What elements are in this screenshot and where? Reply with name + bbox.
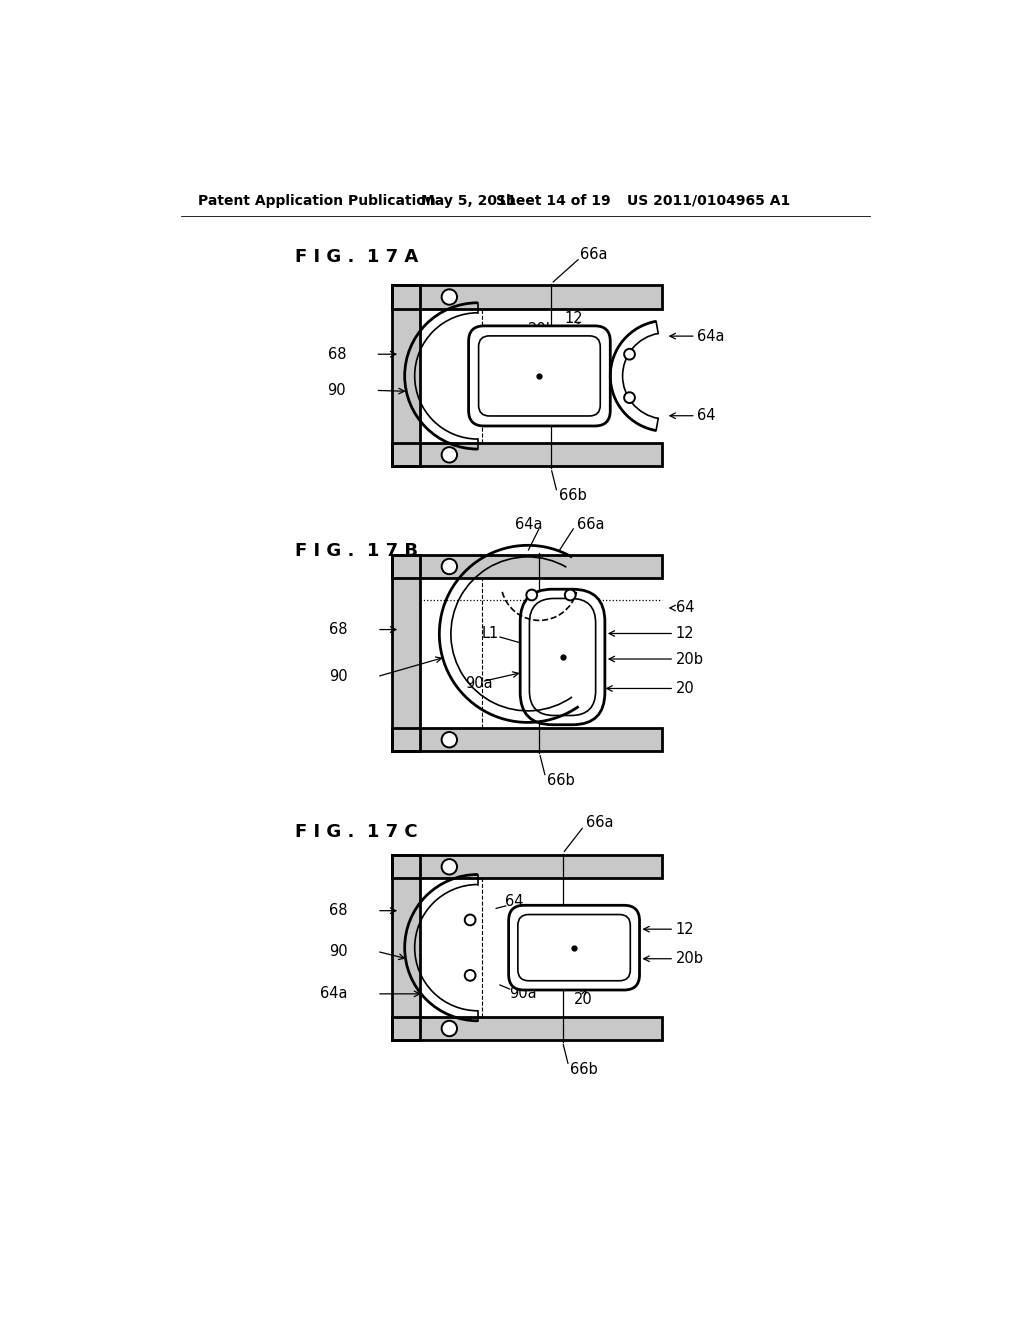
Circle shape bbox=[441, 447, 457, 462]
Bar bbox=[392, 554, 420, 751]
Circle shape bbox=[465, 970, 475, 981]
Text: 64: 64 bbox=[676, 601, 694, 615]
Text: 90: 90 bbox=[328, 383, 346, 397]
Bar bbox=[420, 578, 662, 729]
Circle shape bbox=[625, 392, 635, 403]
Circle shape bbox=[565, 590, 575, 601]
Bar bbox=[392, 554, 662, 578]
Text: 66b: 66b bbox=[570, 1061, 598, 1077]
Text: 20b: 20b bbox=[676, 652, 703, 667]
Text: L1: L1 bbox=[481, 627, 499, 642]
Text: 66a: 66a bbox=[581, 247, 607, 263]
Circle shape bbox=[441, 859, 457, 875]
Text: F I G .  1 7 A: F I G . 1 7 A bbox=[295, 248, 418, 265]
Bar bbox=[392, 729, 662, 751]
Text: 12: 12 bbox=[676, 626, 694, 642]
Text: 66a: 66a bbox=[586, 816, 613, 830]
Bar bbox=[392, 1016, 662, 1040]
Text: 20: 20 bbox=[472, 338, 492, 352]
Bar bbox=[392, 855, 662, 878]
Text: 20b: 20b bbox=[676, 952, 703, 966]
Text: 12: 12 bbox=[565, 310, 584, 326]
Text: 68: 68 bbox=[329, 903, 348, 919]
Circle shape bbox=[441, 1020, 457, 1036]
Text: F I G .  1 7 C: F I G . 1 7 C bbox=[295, 824, 417, 841]
FancyBboxPatch shape bbox=[509, 906, 640, 990]
Circle shape bbox=[441, 558, 457, 574]
Bar bbox=[420, 878, 662, 1016]
Bar bbox=[392, 729, 662, 751]
FancyBboxPatch shape bbox=[520, 589, 605, 725]
Text: Patent Application Publication: Patent Application Publication bbox=[199, 194, 436, 207]
Text: 20b: 20b bbox=[528, 322, 556, 337]
Bar bbox=[392, 1016, 662, 1040]
Text: 90a: 90a bbox=[481, 411, 509, 426]
Bar bbox=[392, 285, 420, 466]
Text: 64: 64 bbox=[505, 894, 523, 909]
FancyBboxPatch shape bbox=[469, 326, 610, 426]
Text: 90: 90 bbox=[329, 944, 348, 958]
Bar bbox=[392, 855, 420, 1040]
Text: 90a: 90a bbox=[465, 676, 493, 692]
Text: L1: L1 bbox=[557, 388, 574, 403]
Text: L1: L1 bbox=[586, 906, 603, 920]
Text: 20: 20 bbox=[676, 681, 694, 696]
Circle shape bbox=[625, 348, 635, 359]
Text: 20: 20 bbox=[574, 991, 593, 1007]
Text: 64a: 64a bbox=[321, 986, 348, 1002]
Text: May 5, 2011: May 5, 2011 bbox=[421, 194, 516, 207]
Text: US 2011/0104965 A1: US 2011/0104965 A1 bbox=[628, 194, 791, 207]
Text: 90a: 90a bbox=[509, 986, 537, 1002]
Text: 90: 90 bbox=[329, 669, 348, 684]
Bar bbox=[392, 285, 420, 466]
Text: 64a: 64a bbox=[515, 516, 543, 532]
Bar bbox=[392, 444, 662, 466]
Text: 68: 68 bbox=[329, 622, 348, 638]
Bar bbox=[392, 285, 662, 309]
Text: Sheet 14 of 19: Sheet 14 of 19 bbox=[496, 194, 610, 207]
Text: 12: 12 bbox=[676, 921, 694, 937]
Text: 66a: 66a bbox=[578, 516, 604, 532]
Circle shape bbox=[441, 733, 457, 747]
Text: 68: 68 bbox=[328, 347, 346, 362]
Text: 64: 64 bbox=[696, 408, 715, 424]
Bar bbox=[392, 444, 662, 466]
Bar bbox=[420, 309, 662, 444]
Text: 66b: 66b bbox=[547, 774, 574, 788]
Text: F I G .  1 7 B: F I G . 1 7 B bbox=[295, 543, 418, 560]
Circle shape bbox=[441, 289, 457, 305]
Text: 64a: 64a bbox=[696, 329, 724, 343]
Text: 66b: 66b bbox=[559, 488, 587, 503]
Bar bbox=[392, 855, 662, 878]
Bar bbox=[392, 554, 662, 578]
Bar bbox=[392, 285, 662, 309]
Bar bbox=[392, 554, 420, 751]
Circle shape bbox=[465, 915, 475, 925]
Bar bbox=[392, 855, 420, 1040]
Circle shape bbox=[526, 590, 538, 601]
